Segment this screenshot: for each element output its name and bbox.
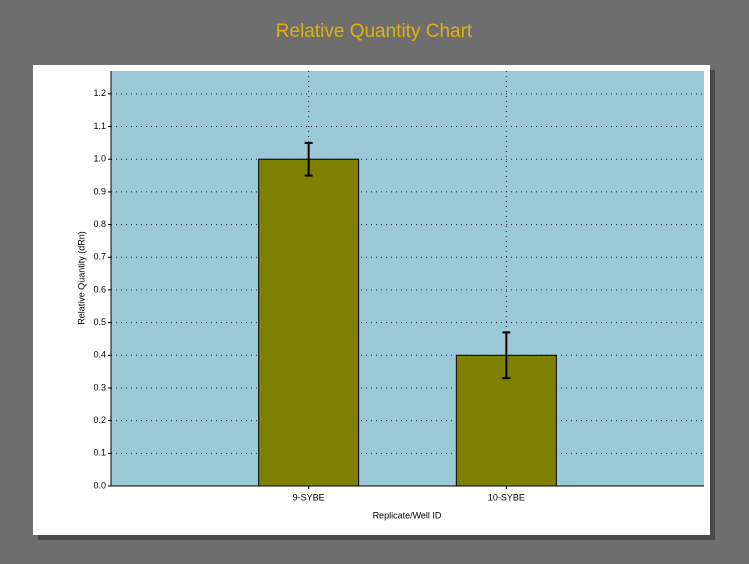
y-tick-label: 1.1: [93, 121, 106, 131]
bar: [258, 158, 360, 487]
x-tick-label: 9-SYBE: [293, 492, 325, 502]
y-axis-label: Relative Quantity (dRn): [76, 231, 86, 325]
y-tick-label: 0.3: [93, 382, 106, 392]
plot-area: [111, 71, 704, 486]
y-tick-label: 0.6: [93, 284, 106, 294]
y-tick-label: 0.7: [93, 252, 106, 262]
y-tick-label: 0.4: [93, 350, 106, 360]
y-tick-label: 1.0: [93, 154, 106, 164]
x-axis-label: Replicate/Well ID: [373, 510, 442, 520]
chart-title: Relative Quantity Chart: [276, 21, 473, 42]
y-tick-label: 0.5: [93, 317, 106, 327]
x-tick-label: 10-SYBE: [488, 492, 525, 502]
y-tick-label: 1.2: [93, 88, 106, 98]
y-tick-label: 0.1: [93, 448, 106, 458]
y-tick-label: 0.2: [93, 415, 106, 425]
y-tick-label: 0.0: [93, 480, 106, 490]
y-tick-label: 0.9: [93, 186, 106, 196]
y-tick-label: 0.8: [93, 219, 106, 229]
